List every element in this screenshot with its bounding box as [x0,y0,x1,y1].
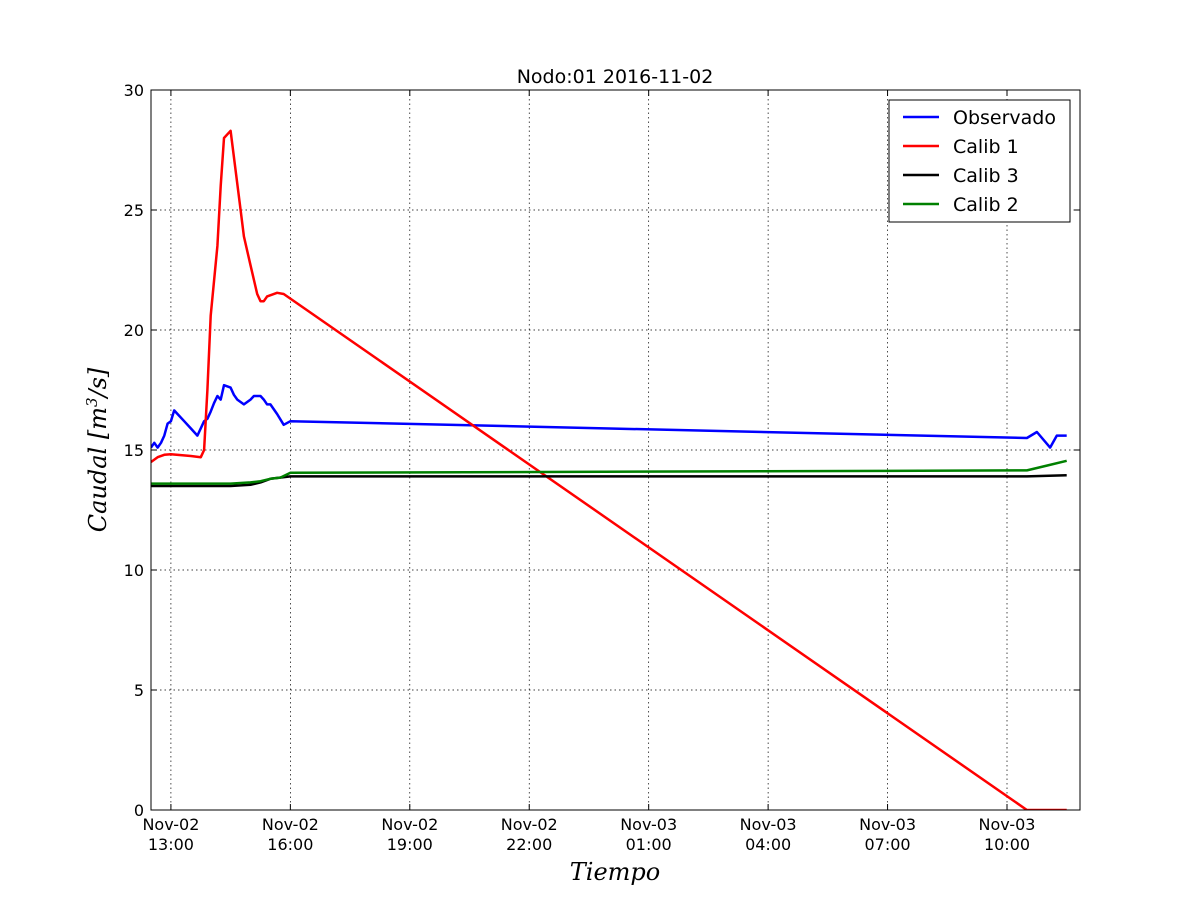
y-tick-label: 25 [124,201,144,220]
x-tick-label-date: Nov-02 [501,815,558,834]
legend-label: Calib 2 [953,194,1019,216]
series-line-calib-1 [151,129,1067,810]
legend-label: Calib 1 [953,136,1019,158]
x-tick-label-date: Nov-03 [740,815,797,834]
y-tick-label: 0 [134,801,144,820]
x-tick-label-time: 07:00 [865,835,911,854]
series-line-calib-2 [151,459,1067,485]
x-tick-label-time: 19:00 [387,835,433,854]
x-tick-label-time: 16:00 [267,835,313,854]
series-line-calib-3 [151,473,1067,488]
x-tick-label-time: 22:00 [506,835,552,854]
x-tick-label-time: 13:00 [148,835,194,854]
legend-box [888,99,1071,223]
y-tick-label: 5 [134,681,144,700]
x-tick-label-time: 01:00 [626,835,672,854]
chart-title: Nodo:01 2016-11-02 [517,66,714,88]
legend-label: Calib 3 [953,165,1019,187]
y-tick-label: 15 [124,441,144,460]
x-tick-label-date: Nov-03 [979,815,1036,834]
series-lines [151,129,1067,810]
x-tick-label-time: 04:00 [745,835,791,854]
x-tick-label-time: 10:00 [984,835,1030,854]
y-axis-label-text-end: /s] [84,367,112,399]
legend-label: Observado [953,107,1056,129]
x-axis-label: Tiempo [570,858,660,886]
x-tick-label-date: Nov-03 [620,815,677,834]
x-tick-label-date: Nov-02 [142,815,199,834]
x-tick-label-date: Nov-03 [859,815,916,834]
y-axis-label-superscript: 3 [83,397,101,407]
x-tick-label-date: Nov-02 [262,815,319,834]
y-axis-label: Caudal [m3/s] [83,367,112,532]
y-tick-label: 30 [124,81,144,100]
y-tick-label: 10 [124,561,144,580]
axis-ticks: 051015202530Nov-0213:00Nov-0216:00Nov-02… [124,81,1080,854]
y-axis-label-text: Caudal [m [84,407,112,532]
y-tick-label: 20 [124,321,144,340]
legend: Observado Calib 1 Calib 3 Calib 2 [888,99,1071,223]
series-line-observado [151,383,1067,449]
x-tick-label-date: Nov-02 [381,815,438,834]
